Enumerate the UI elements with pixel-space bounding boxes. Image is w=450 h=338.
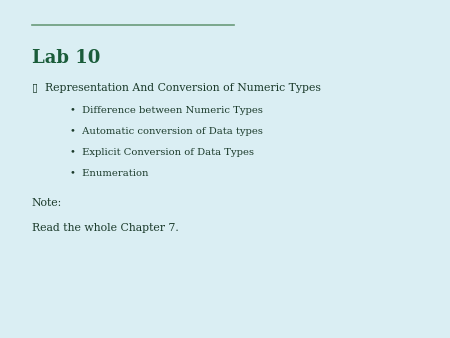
Text: Read the whole Chapter 7.: Read the whole Chapter 7. (32, 223, 178, 233)
Text: Lab 10: Lab 10 (32, 49, 100, 67)
Text: ▯  Representation And Conversion of Numeric Types: ▯ Representation And Conversion of Numer… (32, 83, 320, 93)
Text: •  Enumeration: • Enumeration (70, 169, 148, 178)
Text: •  Explicit Conversion of Data Types: • Explicit Conversion of Data Types (70, 148, 254, 158)
Text: •  Automatic conversion of Data types: • Automatic conversion of Data types (70, 127, 263, 137)
Text: Note:: Note: (32, 198, 62, 208)
Text: •  Difference between Numeric Types: • Difference between Numeric Types (70, 106, 263, 116)
